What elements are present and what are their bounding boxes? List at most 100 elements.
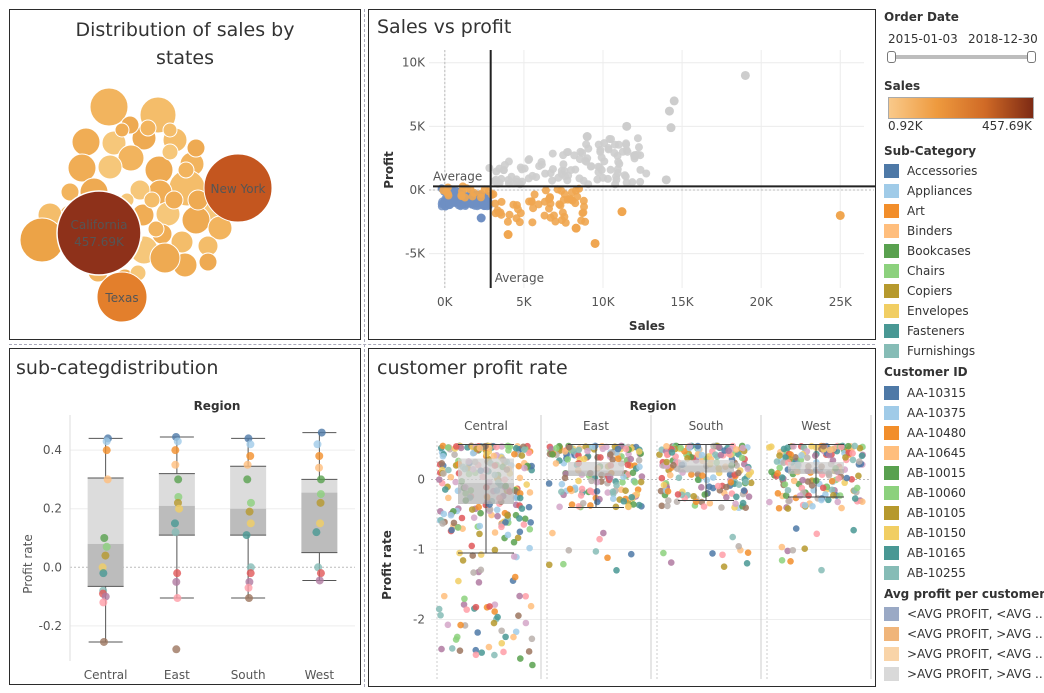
customer-legend-label: AA-10375 <box>907 406 966 420</box>
region-tick-label: West <box>305 668 335 682</box>
subcategory-legend-item[interactable]: Binders <box>884 223 952 239</box>
scatter-point <box>525 197 534 206</box>
scatter-point <box>465 199 474 208</box>
scatter-point <box>597 166 606 175</box>
customer-point <box>504 512 511 519</box>
subcategory-legend-item[interactable]: Art <box>884 203 925 219</box>
scatter-point <box>517 165 526 174</box>
customer-legend-item[interactable]: AA-10375 <box>884 405 966 421</box>
order-date-start: 2015-01-03 <box>888 32 958 46</box>
subcategory-legend-label: Binders <box>907 224 953 238</box>
scatter-point <box>456 202 465 211</box>
scatter-point <box>559 195 568 204</box>
subcategory-legend-item[interactable]: Furnishings <box>884 343 975 359</box>
customer-region-label: East <box>583 419 609 433</box>
scatter-point <box>606 165 615 174</box>
scatter-point <box>557 216 566 225</box>
scatter-point <box>503 230 513 240</box>
subcat-title: sub-categdistribution <box>16 357 219 379</box>
customer-point <box>565 547 573 554</box>
subcat-point <box>316 519 325 528</box>
customer-point <box>663 442 670 450</box>
customer-point <box>715 443 723 451</box>
customer-legend-item[interactable]: AB-10255 <box>884 565 966 581</box>
scatter-point <box>622 139 631 148</box>
customer-point <box>520 446 528 454</box>
customer-chart: Region Profit rate 0 -1 -2 Central East South We… <box>380 399 872 679</box>
scatter-point <box>491 199 500 208</box>
customer-point <box>472 651 480 659</box>
slider-handle-end[interactable] <box>1027 51 1036 63</box>
avg-profit-legend-label: >AVG PROFIT, >AVG .. <box>907 667 1043 681</box>
customer-point <box>631 478 639 486</box>
customer-point <box>851 442 859 450</box>
state-bubble <box>97 154 123 180</box>
subcategory-legend-item[interactable]: Chairs <box>884 263 945 279</box>
subcategory-legend-item[interactable]: Appliances <box>884 183 972 199</box>
x-tick-label: 20K <box>750 295 774 309</box>
subcategory-legend-item[interactable]: Fasteners <box>884 323 965 339</box>
scatter-point <box>740 70 750 80</box>
customer-point <box>440 592 448 600</box>
customer-point <box>658 474 666 482</box>
customer-point <box>490 452 498 460</box>
subcategory-legend-item[interactable]: Envelopes <box>884 303 969 319</box>
customer-legend-item[interactable]: AB-10165 <box>884 545 966 561</box>
customer-legend-item[interactable]: AB-10105 <box>884 505 966 521</box>
customer-point <box>579 499 587 507</box>
customer-point <box>498 627 505 635</box>
customer-point <box>478 649 485 656</box>
subcat-point <box>246 440 255 449</box>
customer-point <box>456 647 464 654</box>
y-tick-label: 0.4 <box>43 443 62 457</box>
avg-profit-legend-item[interactable]: >AVG PROFIT, <AVG .. <box>884 646 1043 662</box>
customer-point <box>516 474 524 482</box>
y-tick-label: -1 <box>413 543 425 557</box>
customer-legend-item[interactable]: AB-10015 <box>884 465 966 481</box>
customer-point <box>514 534 522 542</box>
x-tick-label: 5K <box>516 295 533 309</box>
customer-legend-item[interactable]: AA-10315 <box>884 385 966 401</box>
customer-legend-item[interactable]: AB-10150 <box>884 525 966 541</box>
scatter-point <box>548 149 557 158</box>
customer-point <box>674 491 682 498</box>
scatter-point <box>540 211 549 220</box>
order-date-end: 2018-12-30 <box>968 32 1038 46</box>
customer-point <box>447 473 455 481</box>
x-tick-label: 10K <box>591 295 615 309</box>
avg-profit-legend-item[interactable]: <AVG PROFIT, <AVG .. <box>884 606 1043 622</box>
subcategory-legend-item[interactable]: Bookcases <box>884 243 971 259</box>
state-bubble <box>149 242 181 274</box>
customer-point <box>474 629 481 636</box>
customer-point <box>735 481 743 488</box>
subcategory-legend-item[interactable]: Accessories <box>884 163 977 179</box>
slider-handle-start[interactable] <box>887 51 896 63</box>
scatter-point <box>577 216 586 225</box>
scatter-point <box>476 193 485 202</box>
avg-profit-legend-item[interactable]: >AVG PROFIT, >AVG .. <box>884 666 1043 682</box>
customer-legend-item[interactable]: AA-10480 <box>884 425 966 441</box>
customer-legend-item[interactable]: AA-10645 <box>884 445 966 461</box>
order-date-slider[interactable] <box>887 51 1036 63</box>
customer-point <box>710 442 717 450</box>
customer-point <box>735 543 742 550</box>
scatter-point <box>534 200 543 209</box>
subcat-panel: sub-categdistribution Region Profit rate 0… <box>9 348 361 685</box>
avg-profit-legend-label: >AVG PROFIT, <AVG .. <box>907 647 1043 661</box>
customer-legend-swatch <box>884 486 899 500</box>
customer-point <box>745 493 753 500</box>
customer-point <box>561 474 569 482</box>
customer-legend-label: AB-10105 <box>907 506 966 520</box>
customer-point <box>725 447 732 455</box>
customer-point <box>607 451 614 458</box>
bubble-title: Distribution of sales by states <box>10 16 360 72</box>
scatter-point <box>546 213 555 222</box>
subcategory-legend-item[interactable]: Copiers <box>884 283 952 299</box>
scatter-point <box>457 192 466 201</box>
customer-point <box>782 454 789 461</box>
avg-profit-legend-item[interactable]: <AVG PROFIT, >AVG .. <box>884 626 1043 642</box>
customer-point <box>525 648 533 655</box>
customer-legend-item[interactable]: AB-10060 <box>884 485 966 501</box>
customer-point <box>457 621 464 629</box>
customer-point <box>792 525 800 532</box>
